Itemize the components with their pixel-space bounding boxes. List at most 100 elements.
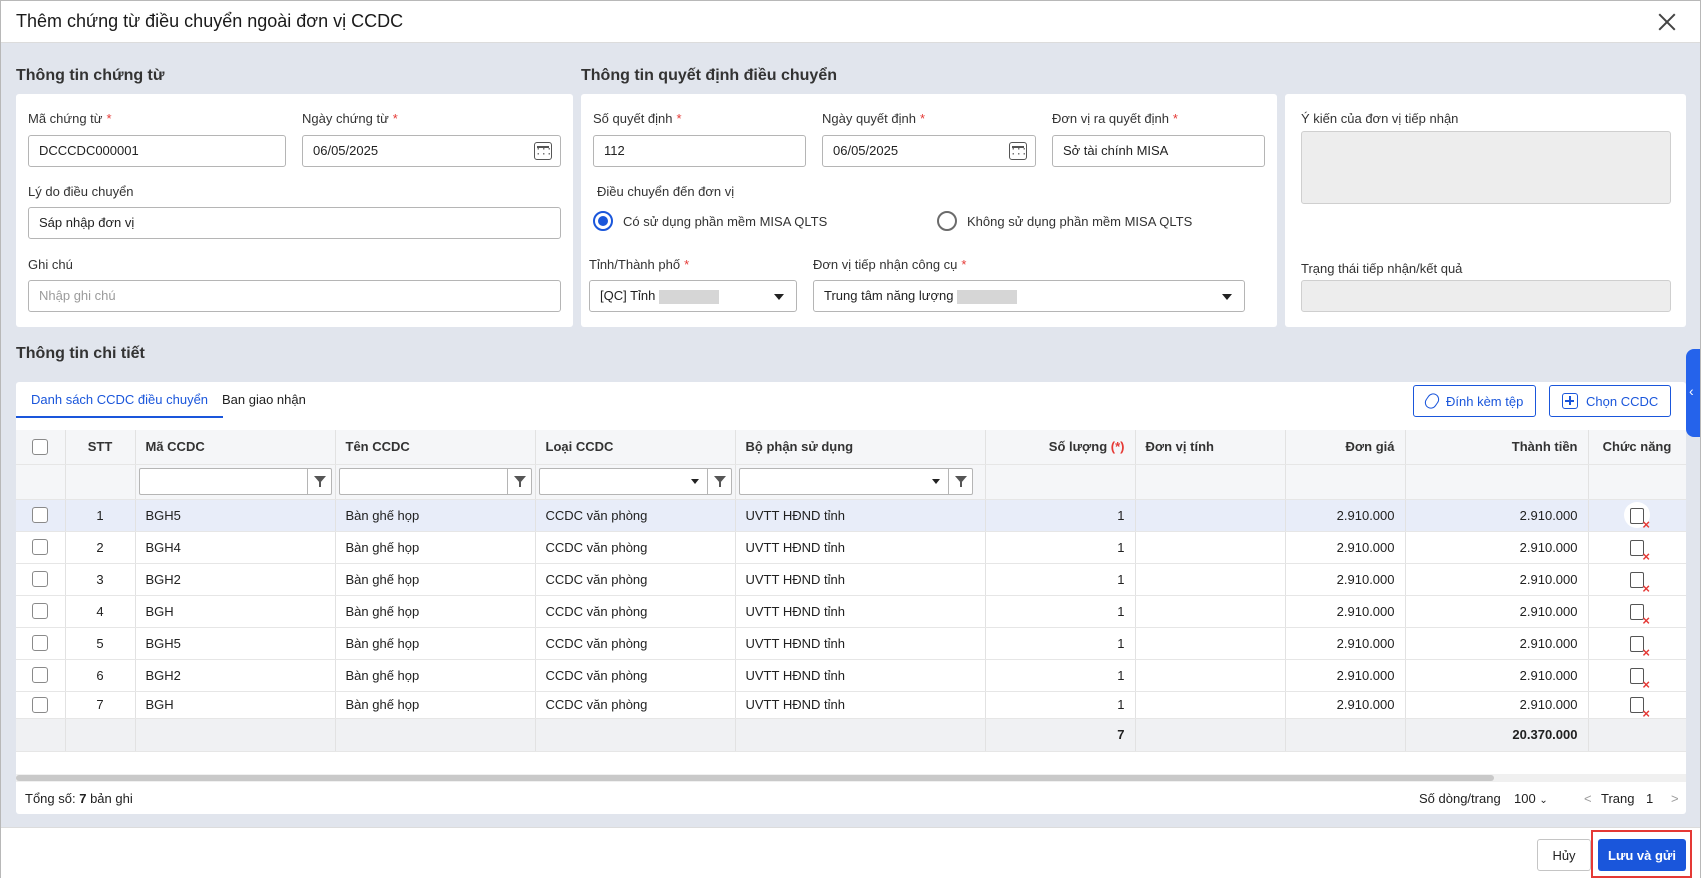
cell-dept: UVTT HĐND tỉnh — [735, 531, 986, 564]
cell-action — [1588, 595, 1686, 628]
table-row[interactable]: 5 BGH5 Bàn ghế họp CCDC văn phòng UVTT HĐND … — [16, 627, 1686, 660]
voucher-date-input[interactable]: 06/05/2025 — [302, 135, 561, 167]
filter-empty — [1285, 464, 1406, 500]
total-records: Tổng số: 7 bản ghi — [25, 791, 133, 806]
current-page[interactable]: 1 — [1646, 791, 1654, 806]
filter-icon[interactable] — [506, 469, 531, 494]
detail-section-title: Thông tin chi tiết — [16, 345, 145, 362]
cell-code: BGH2 — [135, 659, 336, 692]
scrollbar-thumb[interactable] — [16, 775, 1494, 781]
remove-row-button[interactable] — [1624, 566, 1650, 594]
table-row[interactable]: 3 BGH2 Bàn ghế họp CCDC văn phòng UVTT HĐND … — [16, 563, 1686, 596]
row-checkbox[interactable] — [32, 571, 49, 588]
grid-footer: Tổng số: 7 bản ghi Số dòng/trang 100 ⌄ <… — [16, 782, 1686, 814]
dialog-header: Thêm chứng từ điều chuyển ngoài đơn vị C… — [1, 1, 1700, 43]
decision-number-label: Số quyết định * — [593, 111, 682, 126]
filter-name-input[interactable] — [338, 468, 532, 495]
radio-uses-misa-label[interactable]: Có sử dụng phần mềm MISA QLTS — [623, 214, 828, 229]
filter-icon[interactable] — [306, 469, 331, 494]
cell-total: 2.910.000 — [1405, 595, 1589, 628]
cell-unit — [1135, 563, 1286, 596]
row-checkbox[interactable] — [32, 507, 49, 524]
table-row[interactable]: 2 BGH4 Bàn ghế họp CCDC văn phòng UVTT HĐND … — [16, 531, 1686, 564]
voucher-panel: Mã chứng từ * DCCCDC000001 Ngày chứng từ *… — [16, 94, 573, 327]
cell-type: CCDC văn phòng — [535, 627, 736, 660]
close-icon[interactable] — [1656, 11, 1678, 33]
cell-stt: 1 — [65, 499, 136, 532]
cell-action — [1588, 563, 1686, 596]
cell-dept: UVTT HĐND tỉnh — [735, 659, 986, 692]
row-checkbox[interactable] — [32, 635, 49, 652]
cell-price: 2.910.000 — [1285, 627, 1406, 660]
select-all-checkbox[interactable] — [32, 439, 49, 456]
remove-row-button[interactable] — [1624, 598, 1650, 626]
cell-qty: 1 — [985, 595, 1136, 628]
summary-empty — [1285, 718, 1406, 752]
cell-name: Bàn ghế họp — [335, 627, 536, 660]
table-row[interactable]: 7 BGH Bàn ghế họp CCDC văn phòng UVTT HĐND t… — [16, 691, 1686, 719]
table-row[interactable]: 4 BGH Bàn ghế họp CCDC văn phòng UVTT HĐND t… — [16, 595, 1686, 628]
save-and-send-button[interactable]: Lưu và gửi — [1598, 839, 1686, 871]
cell-price: 2.910.000 — [1285, 499, 1406, 532]
next-page-button[interactable]: > — [1671, 791, 1679, 806]
radio-not-uses-misa-label[interactable]: Không sử dụng phần mềm MISA QLTS — [967, 214, 1193, 229]
cell-name: Bàn ghế họp — [335, 531, 536, 564]
remove-row-button[interactable] — [1624, 630, 1650, 658]
remove-row-button[interactable] — [1624, 502, 1650, 530]
summary-empty — [535, 718, 736, 752]
issuer-input[interactable]: Sở tài chính MISA — [1052, 135, 1265, 167]
receiver-opinion-panel: Ý kiến của đơn vị tiếp nhận Trạng thái t… — [1285, 94, 1686, 327]
page-label: Trang — [1601, 791, 1635, 806]
remove-row-icon — [1630, 697, 1650, 717]
cell-dept: UVTT HĐND tỉnh — [735, 563, 986, 596]
summary-empty — [65, 718, 136, 752]
province-select[interactable]: [QC] Tỉnh — [589, 280, 797, 312]
row-checkbox[interactable] — [32, 603, 49, 620]
cell-total: 2.910.000 — [1405, 531, 1589, 564]
remove-row-icon — [1630, 571, 1650, 594]
remove-row-button[interactable] — [1624, 534, 1650, 562]
summary-empty — [135, 718, 336, 752]
row-checkbox[interactable] — [32, 539, 49, 556]
col-stt: STT — [65, 430, 136, 465]
choose-ccdc-button[interactable]: Chọn CCDC — [1549, 385, 1672, 417]
tab-handover-board[interactable]: Ban giao nhận — [222, 392, 306, 407]
decision-number-input[interactable]: 112 — [593, 135, 806, 167]
collapse-left-icon[interactable] — [1686, 349, 1700, 437]
table-row[interactable]: 6 BGH2 Bàn ghế họp CCDC văn phòng UVTT HĐND … — [16, 659, 1686, 692]
tab-transfer-list[interactable]: Danh sách CCDC điều chuyển — [16, 382, 224, 418]
note-input[interactable]: Nhập ghi chú — [28, 280, 561, 312]
reason-input[interactable]: Sáp nhập đơn vị — [28, 207, 561, 239]
filter-icon[interactable] — [947, 469, 972, 494]
cell-qty: 1 — [985, 627, 1136, 660]
attach-file-button[interactable]: Đính kèm tệp — [1413, 385, 1537, 417]
table-row[interactable]: 1 BGH5 Bàn ghế họp CCDC văn phòng UVTT HĐND … — [16, 499, 1686, 532]
horizontal-scrollbar[interactable] — [16, 774, 1686, 782]
redacted-block — [659, 289, 720, 304]
page-size-select[interactable]: 100 ⌄ — [1514, 791, 1548, 806]
filter-code-input[interactable] — [138, 468, 332, 495]
cancel-button[interactable]: Hủy — [1537, 839, 1591, 871]
row-select-cell — [16, 499, 66, 532]
cell-stt: 6 — [65, 659, 136, 692]
col-unit: Đơn vị tính — [1135, 430, 1286, 465]
radio-not-uses-misa[interactable] — [937, 211, 957, 231]
calendar-icon[interactable] — [534, 142, 552, 160]
voucher-code-input[interactable]: DCCCDC000001 — [28, 135, 286, 167]
cell-stt: 4 — [65, 595, 136, 628]
decision-date-input[interactable]: 06/05/2025 — [822, 135, 1036, 167]
remove-row-button[interactable] — [1624, 662, 1650, 690]
filter-icon[interactable] — [706, 469, 731, 494]
row-checkbox[interactable] — [32, 667, 49, 684]
cell-code: BGH4 — [135, 531, 336, 564]
filter-type-select[interactable] — [538, 468, 732, 495]
row-checkbox[interactable] — [32, 696, 49, 713]
remove-row-icon — [1630, 539, 1650, 562]
radio-uses-misa[interactable] — [593, 211, 613, 231]
prev-page-button[interactable]: < — [1584, 791, 1592, 806]
calendar-icon[interactable] — [1009, 142, 1027, 160]
decision-panel: Số quyết định * 112 Ngày quyết định * 06/0… — [581, 94, 1277, 327]
receiver-select[interactable]: Trung tâm năng lượng — [813, 280, 1245, 312]
remove-row-button[interactable] — [1624, 692, 1650, 717]
filter-dept-select[interactable] — [738, 468, 973, 495]
